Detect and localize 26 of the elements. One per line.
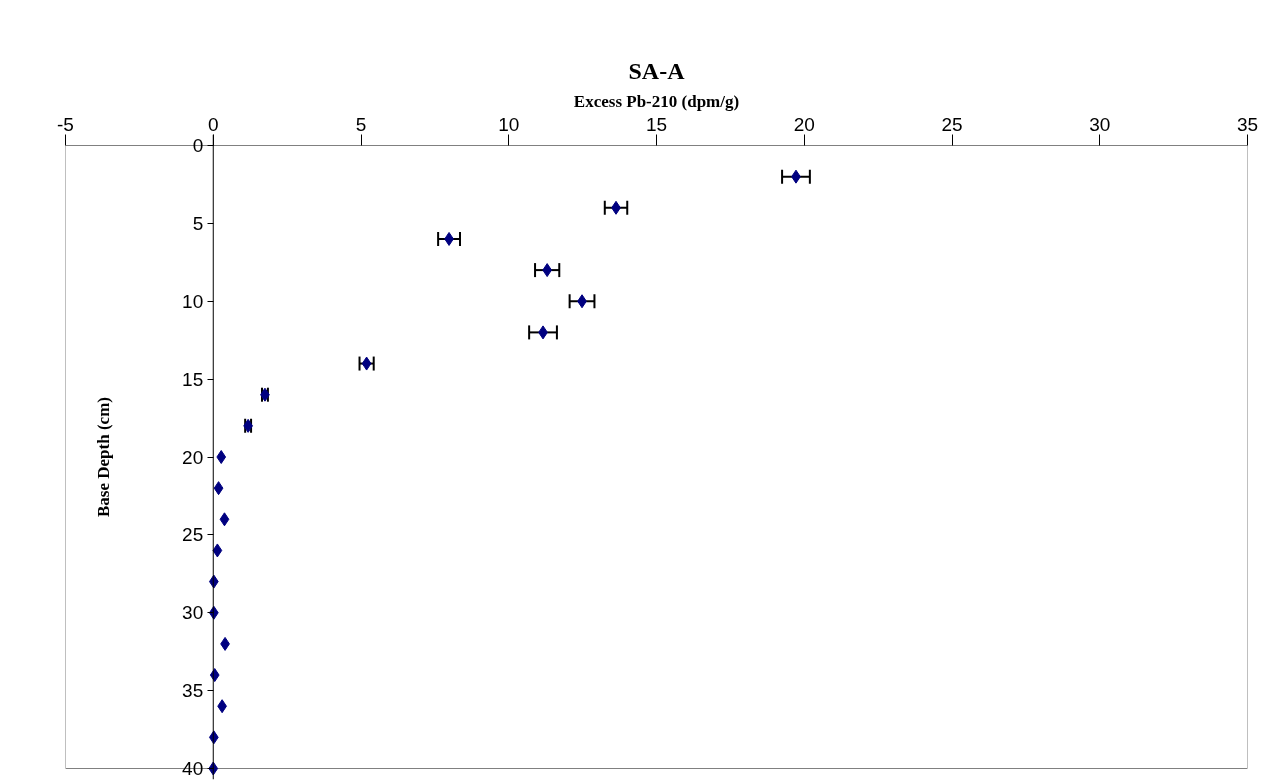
x-axis-title: Excess Pb-210 (dpm/g) <box>573 91 740 111</box>
y-tick-label: 30 <box>182 602 204 624</box>
x-tick-label: 10 <box>498 113 520 135</box>
y-tick-label: 25 <box>182 524 204 546</box>
point <box>209 668 220 683</box>
y-axis-title: Base Depth (cm) <box>93 397 113 517</box>
x-tick-label: -5 <box>57 113 74 135</box>
point <box>216 450 227 464</box>
point <box>213 481 224 496</box>
x-tick-label: 15 <box>645 113 668 135</box>
x-tick-label: 30 <box>1089 113 1111 135</box>
point <box>212 543 223 558</box>
point <box>219 512 230 527</box>
y-tick-label: 35 <box>182 680 204 702</box>
x-tick-label: 35 <box>1236 113 1259 135</box>
y-tick-label: 20 <box>182 446 204 468</box>
x-tick-label: 0 <box>207 113 219 135</box>
y-tick-label: 10 <box>182 290 204 312</box>
y-tick-label: 0 <box>192 135 204 156</box>
y-tick-label: 5 <box>192 212 204 234</box>
chart-title: SA-A <box>628 57 686 84</box>
x-tick-label: 5 <box>355 113 367 135</box>
x-tick-label: 25 <box>941 113 963 135</box>
y-tick-label: 40 <box>182 758 204 779</box>
x-tick-label: 20 <box>793 113 815 135</box>
y-tick-label: 15 <box>182 368 204 390</box>
